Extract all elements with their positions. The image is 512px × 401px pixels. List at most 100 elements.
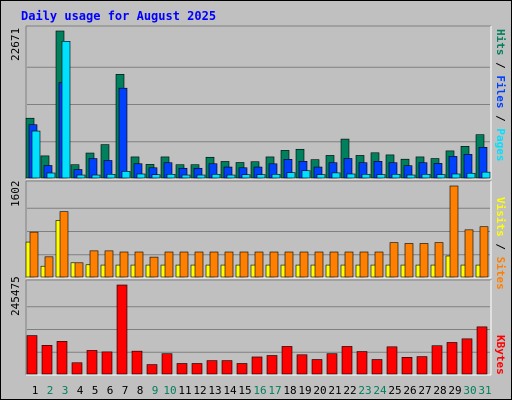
x-day-label: 4 xyxy=(77,384,84,397)
bar-sites xyxy=(89,250,99,278)
bar-sites xyxy=(224,251,234,278)
legend-separator: / xyxy=(494,56,507,76)
bar-sites xyxy=(254,251,264,278)
bar-sites xyxy=(104,250,114,278)
x-day-label: 16 xyxy=(253,384,266,397)
x-day-label: 23 xyxy=(358,384,371,397)
bar-pages xyxy=(31,130,41,179)
bar-sites xyxy=(269,251,279,278)
bar-kbytes xyxy=(161,353,173,375)
bar-kbytes xyxy=(71,362,83,375)
x-day-label: 31 xyxy=(478,384,491,397)
bar-pages xyxy=(121,171,131,179)
bar-kbytes xyxy=(176,363,188,375)
bar-sites xyxy=(464,229,474,278)
bar-pages xyxy=(271,174,281,179)
bar-sites xyxy=(149,256,159,278)
bar-sites xyxy=(119,251,129,278)
bar-sites xyxy=(374,251,384,278)
bar-kbytes xyxy=(356,351,368,375)
x-day-label: 20 xyxy=(313,384,326,397)
bar-pages xyxy=(166,174,176,179)
x-day-label: 11 xyxy=(178,384,191,397)
bar-pages xyxy=(136,173,146,179)
bar-kbytes xyxy=(56,341,68,375)
x-day-label: 14 xyxy=(223,384,237,397)
x-day-label: 18 xyxy=(283,384,296,397)
bar-kbytes xyxy=(416,356,428,375)
x-day-label: 30 xyxy=(463,384,476,397)
legend-kbytes: KBytes xyxy=(494,335,507,375)
bar-kbytes xyxy=(266,355,278,375)
bar-sites xyxy=(134,251,144,278)
x-day-label: 6 xyxy=(107,384,114,397)
bar-kbytes xyxy=(236,363,248,375)
bar-sites xyxy=(44,256,54,278)
y-max-label: 1602 xyxy=(9,181,22,208)
bar-kbytes xyxy=(206,360,218,375)
bar-files xyxy=(118,87,128,179)
bar-sites xyxy=(164,251,174,278)
bar-kbytes xyxy=(26,335,38,375)
bar-pages xyxy=(421,174,431,179)
legend-hits-files-pages: Hits / Files / Pages xyxy=(494,29,507,162)
bar-pages xyxy=(226,174,236,179)
bar-pages xyxy=(241,174,251,179)
legend-visits: Visits xyxy=(494,197,507,237)
bar-sites xyxy=(59,211,69,278)
bar-pages xyxy=(151,174,161,179)
x-day-label: 5 xyxy=(92,384,99,397)
x-day-label: 12 xyxy=(193,384,206,397)
bar-kbytes xyxy=(296,354,308,375)
bar-kbytes xyxy=(146,364,158,375)
bar-pages xyxy=(361,174,371,179)
bar-kbytes xyxy=(41,345,53,375)
bar-sites xyxy=(449,185,459,278)
x-day-label: 25 xyxy=(388,384,401,397)
legend-kbytes: KBytes xyxy=(494,335,507,375)
bar-sites xyxy=(209,251,219,278)
bar-sites xyxy=(74,262,84,278)
bar-pages xyxy=(436,174,446,179)
x-day-label: 2 xyxy=(47,384,54,397)
chart-title: Daily usage for August 2025 xyxy=(21,9,216,23)
bar-kbytes xyxy=(86,350,98,375)
bar-sites xyxy=(404,243,414,278)
bar-sites xyxy=(239,251,249,278)
bar-kbytes xyxy=(371,359,383,375)
bars xyxy=(25,30,491,375)
x-day-label: 1 xyxy=(32,384,39,397)
bar-pages xyxy=(391,174,401,179)
bar-pages xyxy=(466,172,476,179)
bar-sites xyxy=(194,251,204,278)
legend-separator: / xyxy=(494,109,507,129)
bar-sites xyxy=(344,251,354,278)
bar-pages xyxy=(451,173,461,179)
y-max-label: 22671 xyxy=(9,28,22,61)
bar-sites xyxy=(314,251,324,278)
bar-pages xyxy=(211,174,221,179)
legend-sites: Sites xyxy=(494,257,507,290)
bar-kbytes xyxy=(251,356,263,375)
x-day-label: 26 xyxy=(403,384,416,397)
bar-pages xyxy=(91,174,101,179)
legends: Hits / Files / Pages Visits / Sites KBytes xyxy=(494,29,507,375)
x-day-label: 19 xyxy=(298,384,311,397)
bar-sites xyxy=(359,251,369,278)
x-axis-day-labels: 1 2 3 4 5 6 7 8 9 10 11 12 13 14 15 16 17 18 19 20 21 22 23 24 2… xyxy=(32,384,492,397)
bar-pages xyxy=(331,172,341,179)
bar-pages xyxy=(76,174,86,179)
x-day-label: 15 xyxy=(238,384,251,397)
bar-sites xyxy=(434,242,444,278)
legend-visits-sites: Visits / Sites xyxy=(494,197,507,290)
x-day-label: 22 xyxy=(343,384,356,397)
bar-kbytes xyxy=(191,363,203,375)
bar-pages xyxy=(256,174,266,179)
bar-pages xyxy=(316,174,326,179)
bar-kbytes xyxy=(281,346,293,375)
bar-pages xyxy=(61,41,71,179)
x-day-label: 7 xyxy=(122,384,129,397)
x-day-label: 8 xyxy=(137,384,144,397)
